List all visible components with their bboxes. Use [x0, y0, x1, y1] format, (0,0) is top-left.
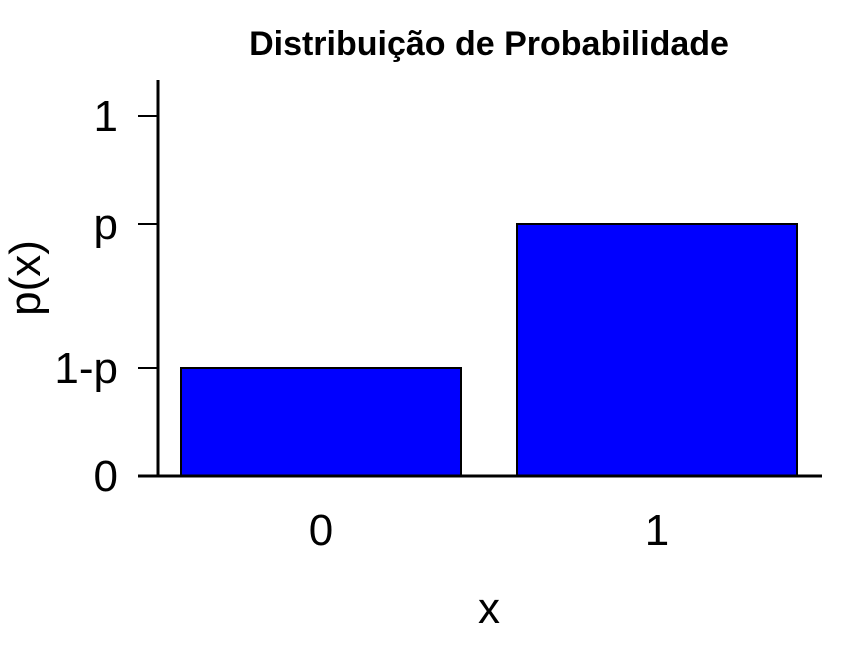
x-tick-label: 0 [309, 506, 333, 555]
y-tick-label: 0 [94, 452, 118, 501]
x-axis-label: x [478, 584, 500, 633]
y-tick-label: 1-p [54, 344, 118, 393]
y-tick-label: 1 [94, 92, 118, 141]
chart-title: Distribuição de Probabilidade [249, 25, 729, 63]
bar-1 [516, 223, 798, 477]
y-axis-label: p(x) [1, 240, 50, 316]
y-tick-label: p [94, 200, 118, 249]
y-axis-ticks: 0 1-p p 1 [54, 92, 158, 501]
bars-layer [180, 223, 798, 477]
bar-0 [180, 367, 462, 477]
x-tick-label: 1 [645, 506, 669, 555]
